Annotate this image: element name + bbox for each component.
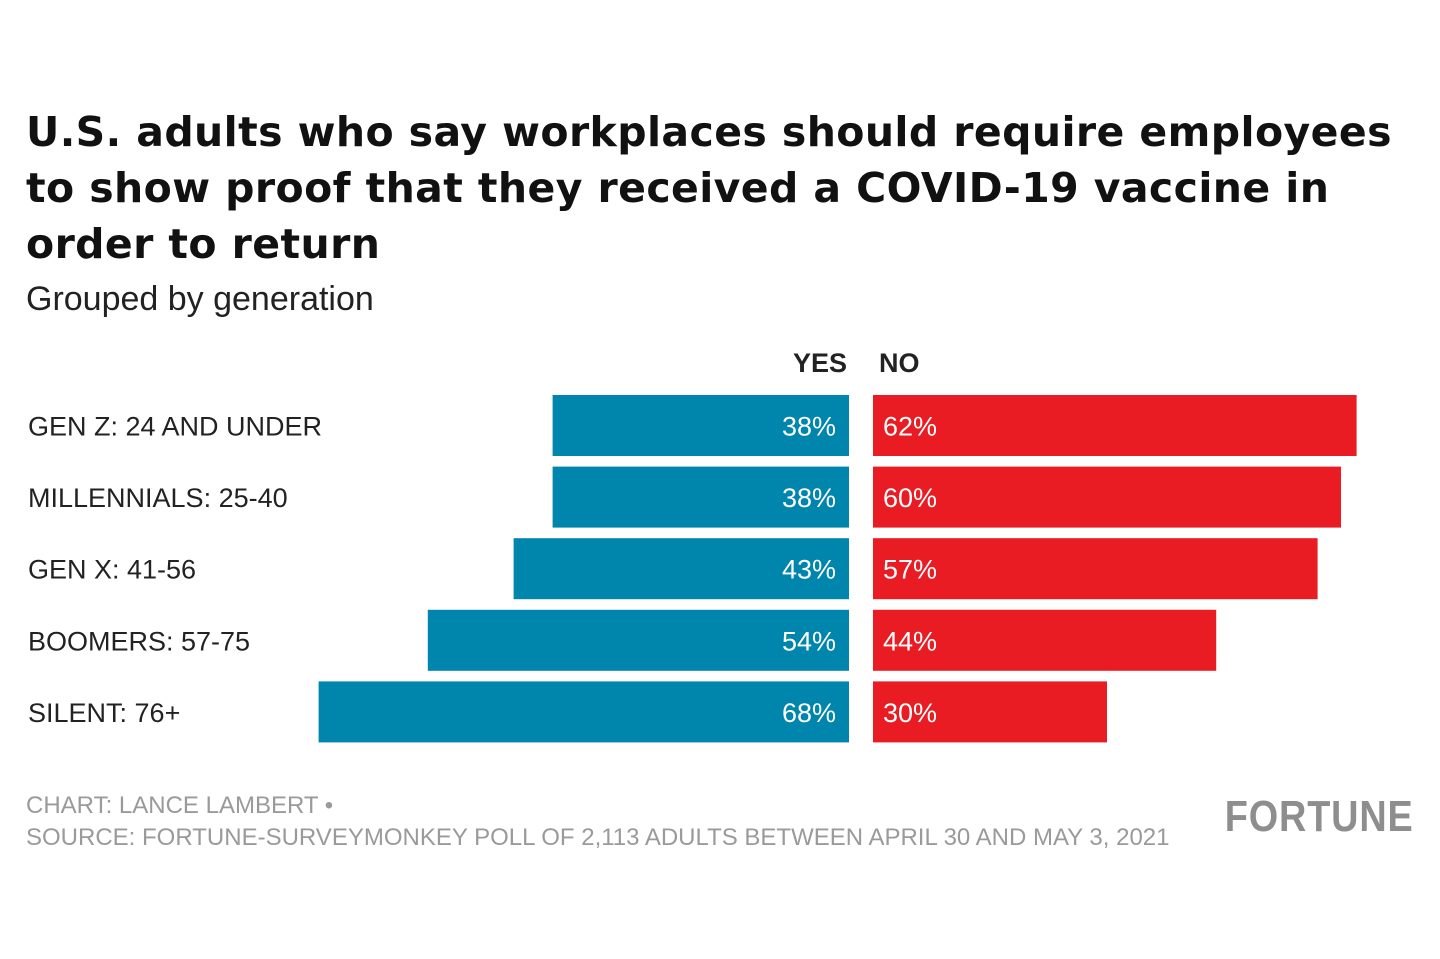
no-bar [873,395,1357,456]
chart-row: SILENT: 76+ 68% 30% [28,681,1107,743]
no-column-header: NO [879,348,920,378]
no-value-label: 57% [883,555,937,585]
category-label: GEN X: 41-56 [28,555,196,585]
no-value-label: 60% [883,483,937,513]
yes-value-label: 54% [782,626,836,656]
yes-bar [552,395,849,456]
category-label: BOOMERS: 57-75 [28,626,250,656]
no-bar [873,466,1341,528]
chart-title: U.S. adults who say workplaces should re… [26,108,1392,268]
yes-column-header: YES [793,348,847,378]
yes-value-label: 38% [782,412,836,442]
category-label: MILLENNIALS: 25-40 [28,483,288,513]
fortune-logo: FORTUNE [1225,792,1414,841]
category-label: SILENT: 76+ [28,698,180,728]
chart-credit: CHART: LANCE LAMBERT • [26,792,334,819]
no-bar [873,538,1318,600]
yes-bar [427,609,849,671]
no-value-label: 30% [883,698,937,728]
yes-bar [552,466,849,528]
chart-subtitle: Grouped by generation [26,280,374,318]
chart-row: GEN Z: 24 AND UNDER 38% 62% [28,395,1357,456]
no-value-label: 62% [883,412,937,442]
no-bar [873,681,1107,743]
yes-bar [513,538,849,600]
diverging-bar-chart: YES NO GEN Z: 24 AND UNDER 38% 62% MILLENNIA… [28,348,1357,743]
yes-value-label: 38% [782,483,836,513]
no-value-label: 44% [883,626,937,656]
category-label: GEN Z: 24 AND UNDER [28,412,322,442]
chart-row: GEN X: 41-56 43% 57% [28,538,1318,600]
no-bar [873,609,1217,671]
yes-value-label: 43% [782,555,836,585]
chart-row: MILLENNIALS: 25-40 38% 60% [28,466,1341,528]
yes-bar [318,681,850,743]
chart-footer: CHART: LANCE LAMBERT • SOURCE: FORTUNE-S… [26,790,1170,854]
chart-row: BOOMERS: 57-75 54% 44% [28,609,1217,671]
yes-value-label: 68% [782,698,836,728]
chart-source: SOURCE: FORTUNE-SURVEYMONKEY POLL OF 2,1… [26,824,1170,851]
